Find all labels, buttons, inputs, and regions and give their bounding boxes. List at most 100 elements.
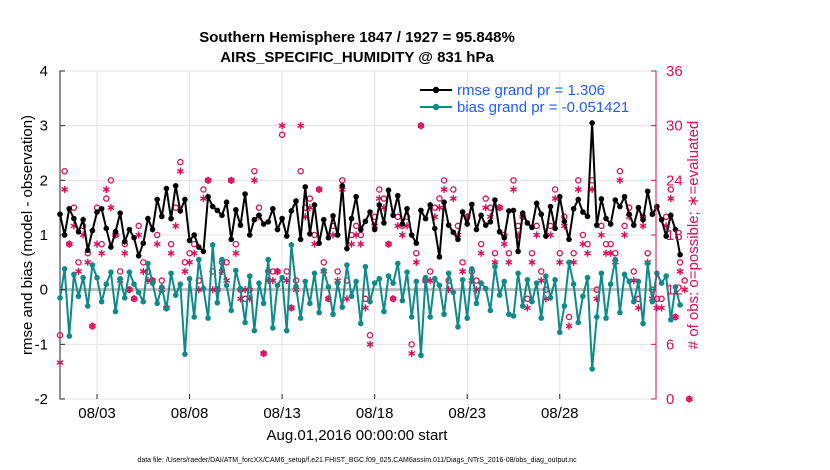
obs-star-stroke — [204, 177, 212, 183]
bias-point — [626, 278, 632, 285]
bias-point — [131, 281, 137, 288]
obs-possible-marker — [607, 240, 614, 248]
left-tick-label: -2 — [35, 391, 48, 408]
bias-point — [556, 329, 563, 336]
obs-star-stroke — [533, 232, 541, 238]
obs-evaluated-marker — [389, 295, 397, 303]
rmse-point — [237, 222, 244, 228]
bias-point — [436, 282, 443, 289]
rmse-point — [274, 226, 281, 233]
rmse-point — [348, 215, 355, 222]
obs-possible-marker — [413, 249, 420, 257]
obs-evaluated-marker — [398, 231, 406, 239]
obs-possible-marker — [223, 259, 230, 266]
rmse-point — [75, 228, 82, 235]
obs-evaluated-marker — [274, 267, 281, 276]
rmse-point — [159, 213, 165, 220]
rmse-point — [593, 222, 600, 228]
rmse-point — [441, 199, 447, 205]
obs-evaluated-marker — [88, 322, 96, 330]
rmse-point — [529, 224, 535, 231]
obs-star-stroke — [597, 232, 605, 238]
bias-point — [394, 260, 401, 267]
bias-point — [75, 293, 82, 300]
rmse-point — [311, 202, 318, 208]
bias-point — [283, 327, 290, 334]
obs-evaluated-marker — [459, 267, 467, 276]
obs-possible-marker — [357, 231, 365, 239]
obs-possible-marker — [297, 167, 304, 175]
rmse-point — [436, 254, 443, 260]
bias-point — [260, 300, 267, 307]
right-tick-label: 36 — [666, 63, 683, 80]
obs-star-stroke — [621, 232, 629, 238]
obs-star-stroke — [75, 269, 82, 274]
bias-point — [71, 271, 77, 278]
rmse-point — [246, 232, 253, 238]
bias-point — [163, 306, 170, 312]
rmse-point — [394, 192, 401, 199]
obs-evaluated-marker — [574, 185, 582, 194]
rmse-point — [630, 222, 637, 228]
rmse-point — [172, 183, 179, 189]
obs-evaluated-marker — [343, 295, 351, 303]
rmse-point — [617, 203, 623, 210]
bias-point — [441, 311, 447, 318]
rmse-point — [515, 248, 521, 255]
bias-point — [237, 285, 244, 292]
obs-evaluated-marker — [496, 204, 504, 212]
obs-possible-marker — [630, 268, 638, 275]
obs-possible-marker — [278, 131, 286, 139]
bias-point — [209, 242, 216, 248]
obs-possible-marker — [98, 240, 105, 248]
bias-point — [61, 266, 68, 272]
rmse-point — [654, 203, 660, 210]
bias-point — [348, 293, 355, 300]
bias-point — [89, 262, 96, 268]
legend-rmse-label: rmse grand pr = 1.306 — [457, 82, 605, 99]
rmse-point — [242, 191, 248, 197]
bias-point — [376, 275, 383, 282]
bias-point — [223, 282, 230, 289]
obs-evaluated-marker — [417, 122, 425, 130]
obs-possible-marker — [251, 167, 258, 175]
obs-star-stroke — [671, 314, 679, 320]
bias-point — [149, 280, 156, 286]
rmse-point — [140, 240, 147, 246]
bias-point — [385, 273, 392, 279]
obs-star-stroke — [130, 296, 138, 302]
bias-point — [233, 267, 239, 274]
obs-possible-marker — [440, 177, 448, 184]
obs-possible-marker — [565, 313, 573, 321]
plot-area — [56, 70, 693, 403]
obs-evaluated-marker — [75, 267, 82, 276]
obs-star-stroke — [537, 278, 545, 283]
rmse-point — [445, 222, 452, 228]
obs-evaluated-marker — [232, 249, 240, 257]
rmse-point — [367, 209, 373, 215]
obs-possible-marker — [676, 259, 684, 266]
rmse-point — [344, 245, 350, 252]
rmse-point — [71, 215, 77, 222]
rmse-point — [385, 187, 392, 193]
obs-possible-marker — [352, 222, 360, 230]
obs-star-stroke — [676, 269, 684, 274]
rmse-point — [135, 252, 142, 259]
obs-star-stroke — [176, 168, 184, 174]
bias-point — [265, 256, 272, 263]
obs-star-stroke — [616, 177, 624, 183]
bias-point — [598, 270, 605, 277]
rmse-point — [547, 203, 554, 210]
obs-possible-marker — [186, 249, 193, 257]
bias-point — [538, 315, 545, 321]
obs-star-stroke — [412, 259, 420, 265]
rmse-point — [478, 212, 484, 219]
bias-point — [334, 280, 341, 286]
bias-point — [362, 263, 369, 270]
obs-star-stroke — [398, 232, 406, 238]
bias-point — [121, 295, 128, 301]
obs-possible-marker — [200, 186, 207, 193]
obs-possible-marker — [584, 240, 591, 248]
bias-point — [117, 275, 123, 282]
rmse-point — [672, 226, 679, 233]
